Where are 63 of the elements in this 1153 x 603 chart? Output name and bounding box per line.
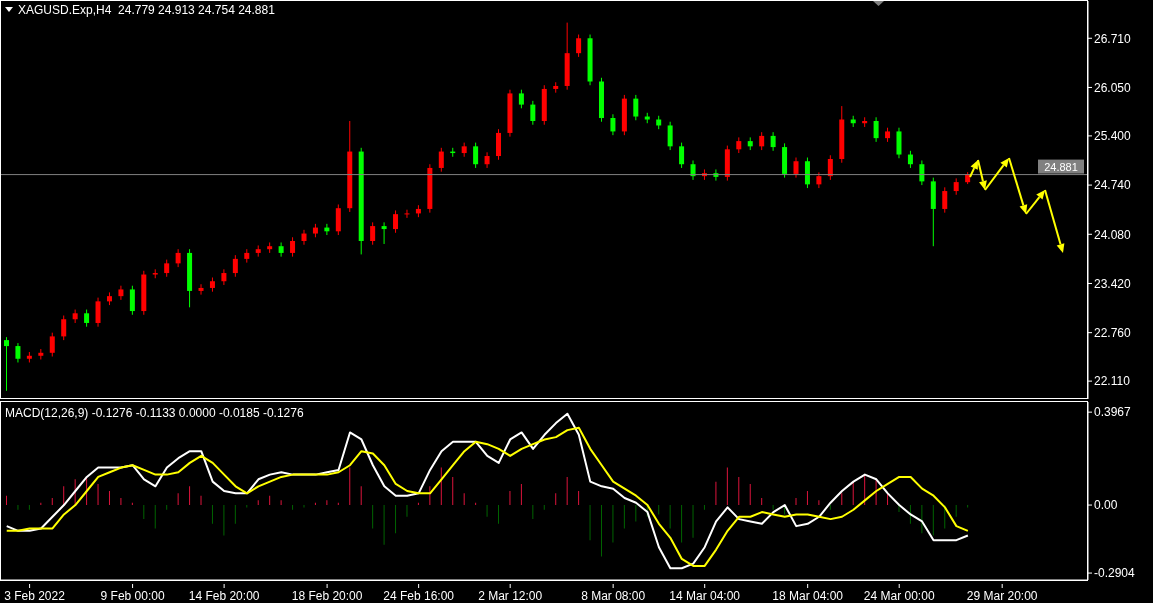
candlestick [667, 121, 673, 151]
y-tick-label: 24.080 [1094, 227, 1132, 242]
category-label: 8 Mar 08:00 [581, 589, 646, 603]
category-label: 29 Mar 20:00 [966, 589, 1038, 603]
category-label: 14 Mar 04:00 [669, 589, 741, 603]
candlestick [518, 89, 524, 109]
candlestick [95, 297, 101, 328]
ref-line-label: 24.881 [1044, 160, 1078, 173]
candlestick [15, 342, 21, 363]
candlestick [793, 157, 799, 179]
candlestick [770, 131, 776, 152]
category-label: 24 Feb 16:00 [383, 589, 454, 603]
candlestick [370, 221, 376, 246]
y-tick-label: 25.400 [1094, 129, 1132, 144]
candlestick [873, 116, 879, 143]
candlestick [232, 254, 238, 278]
candlestick [804, 157, 810, 189]
candlestick [290, 236, 296, 258]
candlestick [118, 285, 124, 301]
y-tick-label: -0.2904 [1094, 566, 1136, 581]
candlestick [438, 147, 444, 173]
y-tick-label: 22.760 [1094, 325, 1132, 340]
candlestick [221, 268, 227, 286]
category-label: 18 Feb 20:00 [291, 589, 363, 603]
y-tick-label: 0.3967 [1094, 405, 1132, 420]
candlestick [530, 100, 536, 126]
y-tick-label: 22.110 [1094, 374, 1131, 389]
category-label: 2 Mar 12:00 [478, 589, 543, 603]
candlestick [484, 151, 490, 169]
category-label: 24 Mar 00:00 [863, 589, 935, 603]
candlestick [690, 160, 696, 181]
candlestick [278, 241, 284, 258]
category-label: 18 Mar 04:00 [772, 589, 844, 603]
candlestick [610, 113, 616, 136]
y-tick-label: 23.420 [1094, 276, 1132, 291]
candlestick [942, 186, 948, 214]
candlestick [827, 154, 833, 181]
candlestick [473, 142, 479, 169]
candlestick [49, 332, 55, 358]
candlestick [393, 209, 399, 234]
y-tick-label: 26.710 [1094, 31, 1132, 46]
candlestick [301, 229, 307, 246]
category-label: 14 Feb 20:00 [188, 589, 260, 603]
candlestick [4, 336, 9, 392]
candlestick [198, 283, 204, 296]
candlestick [404, 209, 410, 219]
candlestick [381, 221, 387, 245]
candlestick [129, 285, 135, 316]
y-tick-label: 26.050 [1094, 80, 1132, 95]
chart-title: XAGUSD.Exp,H4 24.779 24.913 24.754 24.881 [18, 3, 275, 17]
candlestick [633, 94, 639, 121]
y-tick-label: 0.00 [1094, 498, 1118, 513]
candlestick [576, 34, 582, 58]
y-tick-label: 24.740 [1094, 178, 1132, 193]
candlestick [679, 142, 685, 169]
chart-title: MACD(12,26,9) -0.1276 -0.1133 0.0000 -0.0185 -0.1276 [5, 406, 304, 420]
candlestick [61, 315, 67, 341]
category-label: 9 Feb 00:00 [100, 589, 165, 603]
candlestick [896, 127, 902, 159]
candlestick [335, 203, 341, 236]
candlestick [496, 128, 502, 161]
category-label: 3 Feb 2022 [4, 589, 65, 603]
candlestick [919, 160, 925, 186]
